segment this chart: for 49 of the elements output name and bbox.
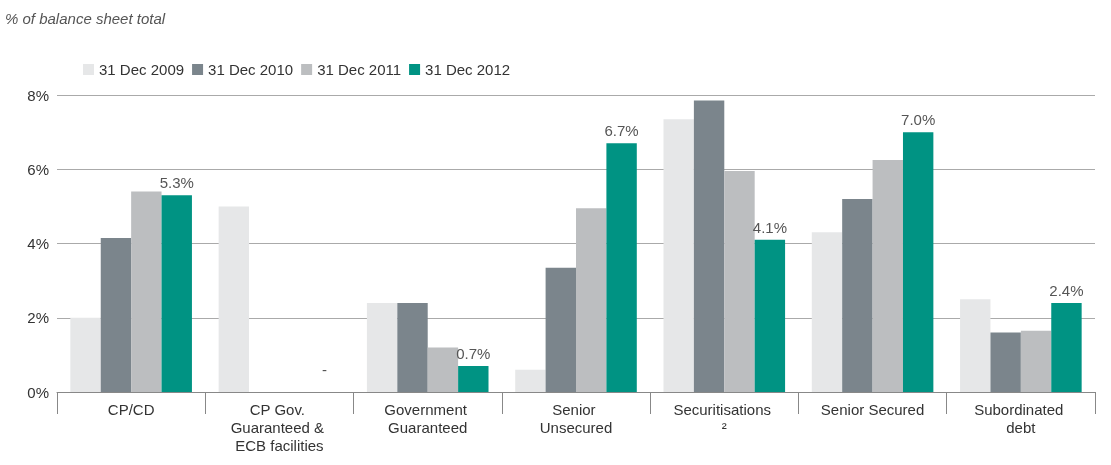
data-label: 6.7% [604, 122, 639, 140]
bar [458, 366, 489, 392]
y-axis-title: % of balance sheet total [5, 10, 166, 27]
bar [100, 237, 132, 392]
bar [218, 206, 250, 392]
y-tick-label: 2% [27, 309, 49, 327]
bar [131, 191, 162, 392]
data-label: 2.4% [1049, 281, 1084, 299]
x-tick-label: CP/CD [107, 400, 155, 418]
x-tick-label: Securitisations ² [673, 400, 776, 436]
bar [842, 198, 873, 392]
x-tick-label: Senior Secured [820, 400, 925, 418]
bar [754, 239, 786, 392]
bar [606, 143, 637, 392]
bar [70, 317, 101, 392]
y-tick-label: 4% [27, 235, 49, 252]
x-tick-label: Senior Unsecured [539, 400, 613, 436]
bar [366, 302, 398, 392]
bar [427, 347, 459, 392]
legend-label: 31 Dec 2011 [317, 61, 402, 78]
annotation: - [322, 361, 327, 378]
legend-label: 31 Dec 2010 [208, 61, 294, 78]
bar [724, 171, 755, 392]
legend-label: 31 Dec 2012 [425, 61, 511, 78]
y-tick-label: 6% [27, 160, 49, 178]
bar [663, 119, 694, 392]
bar [990, 332, 1021, 392]
bar [1051, 302, 1082, 392]
legend-label: 31 Dec 2009 [99, 61, 185, 78]
x-tick-label: Government Guaranteed [384, 400, 472, 436]
bar [515, 369, 546, 392]
bar [872, 159, 903, 392]
y-tick-label: 8% [27, 86, 49, 104]
data-label: 5.3% [159, 174, 194, 192]
bar [902, 132, 934, 392]
bar [161, 195, 192, 392]
bar [693, 100, 725, 392]
bar [545, 267, 576, 392]
data-label: 4.1% [752, 218, 787, 236]
x-tick-label: CP Gov. Guaranteed & ECB facilities [230, 400, 329, 454]
bar [960, 299, 991, 392]
bar [576, 208, 607, 392]
x-tick-label: Subordinated debt [974, 400, 1068, 436]
bar [397, 302, 428, 392]
bar [811, 232, 843, 392]
bar [1020, 330, 1052, 392]
data-label: 7.0% [901, 111, 936, 129]
y-tick-label: 0% [27, 383, 49, 401]
data-label: 0.7% [456, 345, 491, 363]
